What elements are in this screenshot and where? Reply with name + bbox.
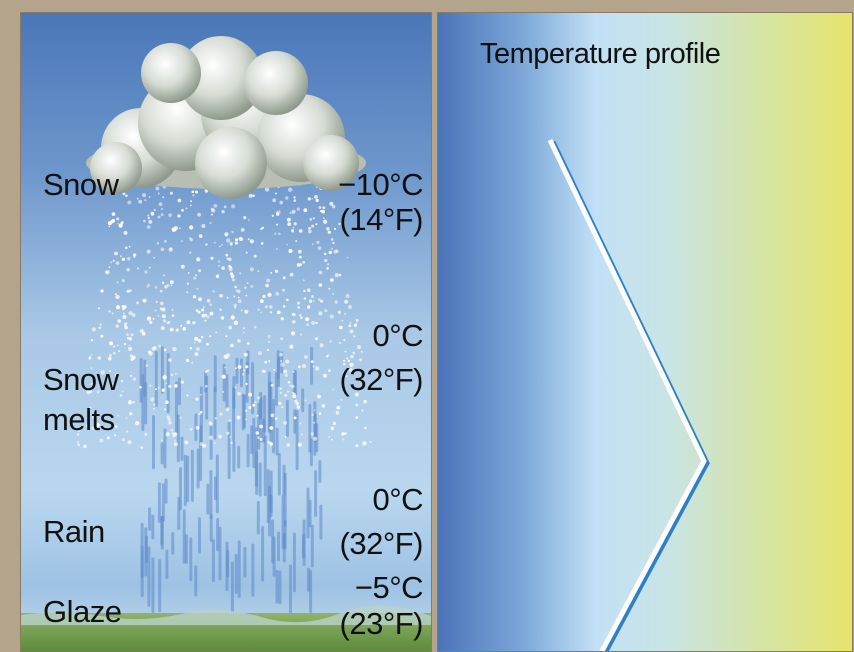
temp-f-rain: (32°F) [339,526,424,561]
temp-c-glaze: −5°C [354,570,424,605]
zone-label-snow-melts-line2: melts [43,402,115,437]
atmosphere-panel: Snow −10°C (14°F) Snow melts 0°C (32°F) … [20,12,432,652]
temperature-profile-panel: Temperature profile [437,12,853,652]
zone-label-rain: Rain [43,514,105,549]
temp-f-glaze: (23°F) [339,606,424,641]
zone-label-snow: Snow [43,167,119,202]
atmosphere-illustration [21,36,431,651]
zone-label-glaze: Glaze [43,594,122,629]
temperature-profile-line [547,138,710,651]
temp-f-snow: (14°F) [339,202,424,237]
snowfall [76,176,372,449]
panel-title: Temperature profile [480,38,721,70]
temp-c-rain: 0°C [372,482,423,517]
ground-glaze [21,605,431,651]
temp-c-snow: −10°C [338,167,423,202]
cloud-icon [86,36,366,199]
zone-label-snow-melts-line1: Snow [43,362,119,397]
temp-c-melt: 0°C [372,318,423,353]
rainfall [139,346,323,615]
temp-f-melt: (32°F) [339,362,424,397]
